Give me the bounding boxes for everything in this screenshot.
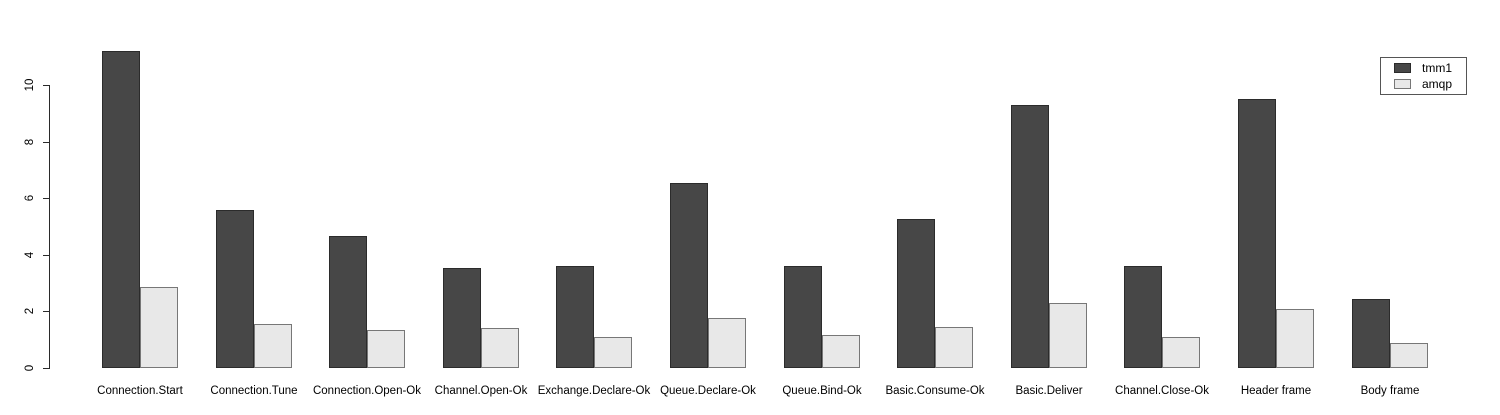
bar-tmm1 [329, 236, 367, 368]
x-category-label: Basic.Consume-Ok [885, 385, 985, 397]
y-tick [43, 368, 50, 369]
bar-amqp [822, 335, 860, 368]
legend-label-tmm1: tmm1 [1422, 61, 1452, 75]
y-tick-label: 8 [24, 138, 36, 146]
y-tick-label: 4 [24, 251, 36, 259]
y-tick-label: 10 [24, 78, 36, 92]
bar-amqp [481, 328, 519, 368]
legend-label-amqp: amqp [1422, 77, 1453, 91]
bar-amqp [1049, 303, 1087, 368]
bar-amqp [1390, 343, 1428, 368]
x-category-label: Basic.Deliver [1015, 385, 1083, 397]
bar-amqp [708, 318, 746, 368]
bar-tmm1 [556, 266, 594, 368]
y-tick [43, 255, 50, 256]
bar-tmm1 [1124, 266, 1162, 368]
x-category-label: Connection.Open-Ok [312, 385, 422, 397]
legend-swatch-tmm1 [1394, 63, 1411, 73]
bar-amqp [367, 330, 405, 368]
bar-tmm1 [897, 219, 935, 368]
bar-amqp [1162, 337, 1200, 368]
bar-amqp [935, 327, 973, 368]
bar-tmm1 [216, 210, 254, 368]
bar-tmm1 [1011, 105, 1049, 368]
y-tick-label: 0 [24, 364, 36, 372]
bar-tmm1 [784, 266, 822, 368]
x-category-label: Exchange.Declare-Ok [537, 385, 651, 397]
x-category-label: Body frame [1360, 385, 1420, 397]
bar-tmm1 [443, 268, 481, 368]
x-category-label: Queue.Bind-Ok [782, 385, 862, 397]
x-category-label: Connection.Start [97, 385, 183, 397]
y-tick [43, 85, 50, 86]
y-axis [49, 85, 50, 368]
y-tick-label: 2 [24, 307, 36, 315]
x-category-label: Queue.Declare-Ok [660, 385, 756, 397]
y-tick [43, 311, 50, 312]
bar-tmm1 [670, 183, 708, 368]
legend-item-amqp: amqp [1394, 78, 1466, 90]
y-tick [43, 142, 50, 143]
y-tick [43, 198, 50, 199]
bar-tmm1 [1238, 99, 1276, 368]
x-category-label: Connection.Tune [210, 385, 298, 397]
legend-swatch-amqp [1394, 79, 1411, 89]
bar-amqp [1276, 309, 1314, 368]
bar-tmm1 [102, 51, 140, 368]
legend: tmm1 amqp [1380, 57, 1467, 95]
x-category-label: Channel.Open-Ok [434, 385, 528, 397]
bar-amqp [254, 324, 292, 368]
x-category-label: Header frame [1240, 385, 1312, 397]
bar-tmm1 [1352, 299, 1390, 368]
bar-amqp [594, 337, 632, 368]
y-tick-label: 6 [24, 194, 36, 202]
legend-item-tmm1: tmm1 [1394, 62, 1466, 74]
x-category-label: Channel.Close-Ok [1115, 385, 1209, 397]
bar-amqp [140, 287, 178, 368]
